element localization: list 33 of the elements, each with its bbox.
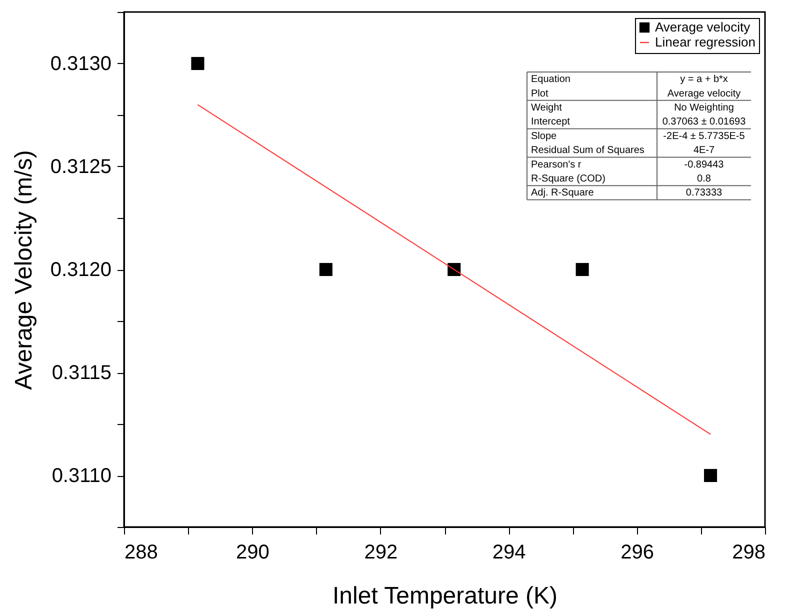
y-tick-label: 0.3115 [52,362,112,384]
annotation: 4E-7 [693,145,715,156]
annotation: Slope [531,130,558,142]
y-tick-label: 0.3125 [50,156,112,178]
y-tick-label: 0.3110 [52,465,112,487]
annotation: 0.8 [697,174,712,184]
y-axis-title: Average Velocity (m/s) [10,150,38,390]
annotation: Intercept [531,116,570,128]
x-tick-label: 288 [124,542,158,564]
annotation: Equation [531,74,570,86]
x-tick-label: 298 [732,542,766,564]
annotation: No Weighting [674,102,734,114]
y-tick-label: 0.3120 [50,259,112,281]
annotation: -2E-4 ± 5.7735E-5 [663,130,746,142]
x-tick-label: 294 [492,542,526,564]
x-tick-label: 296 [620,542,654,564]
annotation: Adj. R-Square [531,188,594,199]
legend-label: Linear regression [655,34,756,50]
annotation: Weight [531,102,562,114]
x-tick-label: 292 [364,542,398,564]
y-tick-label: 0.3130 [50,53,112,75]
annotation: Plot [531,88,548,100]
annotation: 0.73333 [686,188,723,199]
x-axis-title: Inlet Temperature (K) [332,582,558,610]
x-tick-label: 290 [236,542,270,564]
annotation: Pearson's r [531,159,582,170]
annotation: Average velocity [667,88,741,100]
annotation: -0.89443 [684,159,724,170]
legend-label: Average velocity [655,20,751,34]
annotation: Residual Sum of Squares [531,145,644,156]
annotation: R-Square (COD) [531,174,606,184]
annotation: y = a + b*x [680,74,728,86]
annotation: 0.37063 ± 0.01693 [662,116,746,128]
